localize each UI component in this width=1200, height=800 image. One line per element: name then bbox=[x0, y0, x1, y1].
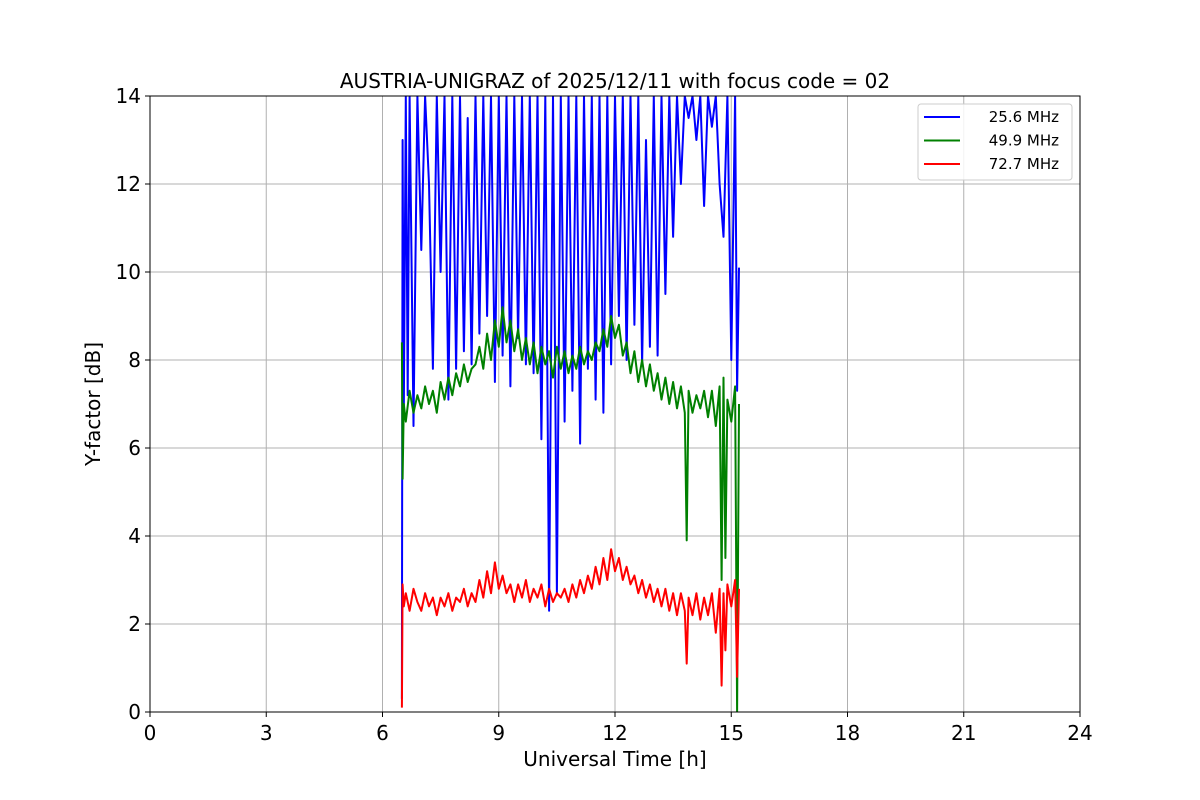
y-tick-label: 0 bbox=[128, 700, 141, 724]
y-tick-label: 8 bbox=[128, 348, 141, 372]
x-tick-label: 6 bbox=[376, 721, 389, 745]
legend-label: 49.9 MHz bbox=[989, 132, 1059, 150]
series-line-2 bbox=[400, 306, 740, 712]
y-tick-label: 12 bbox=[116, 172, 141, 196]
y-tick-label: 10 bbox=[116, 260, 141, 284]
y-tick-label: 2 bbox=[128, 612, 141, 636]
x-tick-label: 12 bbox=[602, 721, 627, 745]
legend-label: 72.7 MHz bbox=[989, 155, 1059, 173]
chart-title: AUSTRIA-UNIGRAZ of 2025/12/11 with focus… bbox=[340, 69, 890, 93]
y-axis-title: Y-factor [dB] bbox=[81, 342, 105, 467]
series-line-3 bbox=[400, 548, 740, 708]
x-tick-label: 3 bbox=[260, 721, 273, 745]
legend: 25.6 MHz 49.9 MHz 72.7 MHz bbox=[917, 103, 1073, 181]
y-tick-label: 4 bbox=[128, 524, 141, 548]
y-tick-label: 6 bbox=[128, 436, 141, 460]
x-tick-label: 24 bbox=[1067, 721, 1092, 745]
series-layer bbox=[400, 96, 740, 712]
x-tick-label: 15 bbox=[719, 721, 744, 745]
x-tick-label: 21 bbox=[951, 721, 976, 745]
x-tick-label: 18 bbox=[835, 721, 860, 745]
legend-box bbox=[917, 103, 1073, 181]
x-tick-label: 0 bbox=[144, 721, 157, 745]
x-tick-label: 9 bbox=[492, 721, 505, 745]
series-line-1 bbox=[400, 96, 740, 699]
y-tick-label: 14 bbox=[116, 84, 141, 108]
x-axis-title: Universal Time [h] bbox=[523, 747, 706, 771]
legend-label: 25.6 MHz bbox=[989, 108, 1059, 126]
